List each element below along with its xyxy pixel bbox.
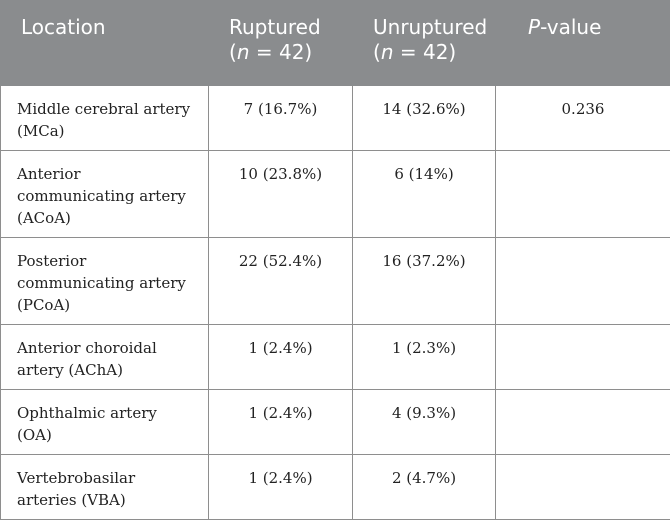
table-cell: 1 (2.4%) xyxy=(208,454,353,520)
data-table: Location Ruptured (n = 42) Unruptured (n =… xyxy=(0,0,670,520)
table-cell xyxy=(495,324,670,390)
header-text: Location xyxy=(21,15,106,39)
table-row: Middle cerebral artery (MCa) 7 (16.7%) 14 … xyxy=(0,85,670,151)
table-cell: 22 (52.4%) xyxy=(208,237,353,325)
table-cell: Posterior communicating artery (PCoA) xyxy=(0,237,209,325)
table-cell xyxy=(495,389,670,455)
location-text: Middle cerebral artery (MCa) xyxy=(17,100,191,140)
cell-text: 1 (2.4%) xyxy=(248,404,313,422)
table-cell: Vertebrobasilar arteries (VBA) xyxy=(0,454,209,520)
header-text: ( xyxy=(229,40,237,64)
table-row: Anterior choroidal artery (AChA) 1 (2.4%)… xyxy=(0,324,670,390)
header-text: = 42) xyxy=(249,40,313,64)
table-cell: Middle cerebral artery (MCa) xyxy=(0,85,209,151)
table-cell xyxy=(495,150,670,238)
table-cell xyxy=(495,237,670,325)
cell-text: 22 (52.4%) xyxy=(238,252,323,270)
table-cell: 1 (2.3%) xyxy=(352,324,496,390)
table-cell: 14 (32.6%) xyxy=(352,85,496,151)
table-row: Ophthalmic artery (OA) 1 (2.4%) 4 (9.3%) xyxy=(0,389,670,455)
header-row: Location Ruptured (n = 42) Unruptured (n =… xyxy=(0,0,670,86)
table-cell: 1 (2.4%) xyxy=(208,389,353,455)
location-text: Posterior communicating artery (PCoA) xyxy=(17,252,186,314)
header-cell: P-value xyxy=(495,0,670,86)
cell-text: 1 (2.3%) xyxy=(391,339,457,357)
table-cell: 0.236 xyxy=(495,85,670,151)
header-cell: Ruptured (n = 42) xyxy=(208,0,353,86)
cell-text: 4 (9.3%) xyxy=(391,404,457,422)
location-text: Anterior communicating artery (ACoA) xyxy=(17,165,186,227)
header-text: n xyxy=(236,40,250,64)
header-text: Ruptured xyxy=(229,15,321,39)
table-cell: Anterior choroidal artery (AChA) xyxy=(0,324,209,390)
location-text: Ophthalmic artery (OA) xyxy=(17,404,157,444)
header-text: -value xyxy=(540,15,602,39)
location-text: Vertebrobasilar arteries (VBA) xyxy=(17,469,136,509)
location-text: Anterior choroidal artery (AChA) xyxy=(17,339,157,379)
table-cell: 7 (16.7%) xyxy=(208,85,353,151)
table-cell: Anterior communicating artery (ACoA) xyxy=(0,150,209,238)
cell-text: 14 (32.6%) xyxy=(382,100,466,118)
cell-text: 1 (2.4%) xyxy=(248,339,313,357)
table-cell: 16 (37.2%) xyxy=(352,237,496,325)
cell-text: 16 (37.2%) xyxy=(382,252,466,270)
cell-text: 10 (23.8%) xyxy=(238,165,323,183)
header-text: P xyxy=(528,15,541,39)
table-cell: 2 (4.7%) xyxy=(352,454,496,520)
cell-text: 1 (2.4%) xyxy=(248,469,313,487)
header-text: ( xyxy=(373,40,381,64)
table-row: Posterior communicating artery (PCoA) 22 … xyxy=(0,237,670,325)
table-cell xyxy=(495,454,670,520)
table-cell: Ophthalmic artery (OA) xyxy=(0,389,209,455)
cell-text: 6 (14%) xyxy=(394,165,454,183)
header-text: Unruptured xyxy=(373,15,488,39)
cell-text: 7 (16.7%) xyxy=(243,100,318,118)
header-text: n xyxy=(380,40,394,64)
table-cell: 6 (14%) xyxy=(352,150,496,238)
cell-text: 0.236 xyxy=(561,100,605,118)
table-body: Middle cerebral artery (MCa) 7 (16.7%) 14 … xyxy=(0,85,670,520)
table-row: Anterior communicating artery (ACoA) 10 (… xyxy=(0,150,670,238)
cell-text: 2 (4.7%) xyxy=(391,469,457,487)
table-cell: 4 (9.3%) xyxy=(352,389,496,455)
header-cell: Location xyxy=(0,0,209,86)
header-text: = 42) xyxy=(393,40,457,64)
table-row: Vertebrobasilar arteries (VBA) 1 (2.4%) 2 … xyxy=(0,454,670,520)
header-cell: Unruptured (n = 42) xyxy=(352,0,496,86)
table-cell: 1 (2.4%) xyxy=(208,324,353,390)
table-cell: 10 (23.8%) xyxy=(208,150,353,238)
